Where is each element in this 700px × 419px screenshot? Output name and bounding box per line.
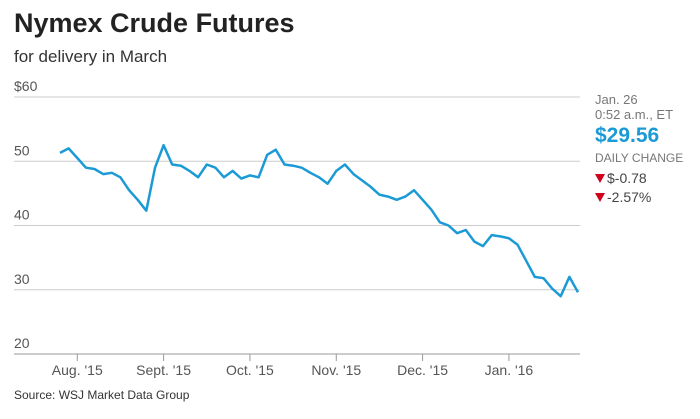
y-tick-label: 20 [14, 335, 30, 351]
chart-subtitle: for delivery in March [14, 47, 167, 66]
source: Source: WSJ Market Data Group [14, 388, 190, 402]
x-tick-label: Oct. '15 [226, 362, 274, 378]
y-tick-label: 50 [14, 142, 30, 158]
annotation: -2.57% [607, 189, 651, 205]
x-tick-label: Dec. '15 [397, 362, 448, 378]
x-tick-label: Jan. '16 [485, 362, 534, 378]
down-arrow [595, 193, 605, 202]
annotation: $29.56 [595, 124, 659, 147]
y-tick-label: $60 [14, 78, 38, 94]
annotation: DAILY CHANGE [595, 151, 683, 165]
chart-title: Nymex Crude Futures [14, 8, 295, 38]
price-line [59, 143, 580, 298]
x-tick-label: Nov. '15 [311, 362, 361, 378]
y-tick-label: 30 [14, 271, 30, 287]
y-tick-label: 40 [14, 207, 30, 223]
annotation: Jan. 26 [595, 92, 638, 107]
annotation: 0:52 a.m., ET [595, 107, 673, 122]
annotation: $-0.78 [607, 170, 647, 186]
down-arrow [595, 174, 605, 183]
x-tick-label: Aug. '15 [52, 362, 103, 378]
x-tick-label: Sept. '15 [136, 362, 191, 378]
